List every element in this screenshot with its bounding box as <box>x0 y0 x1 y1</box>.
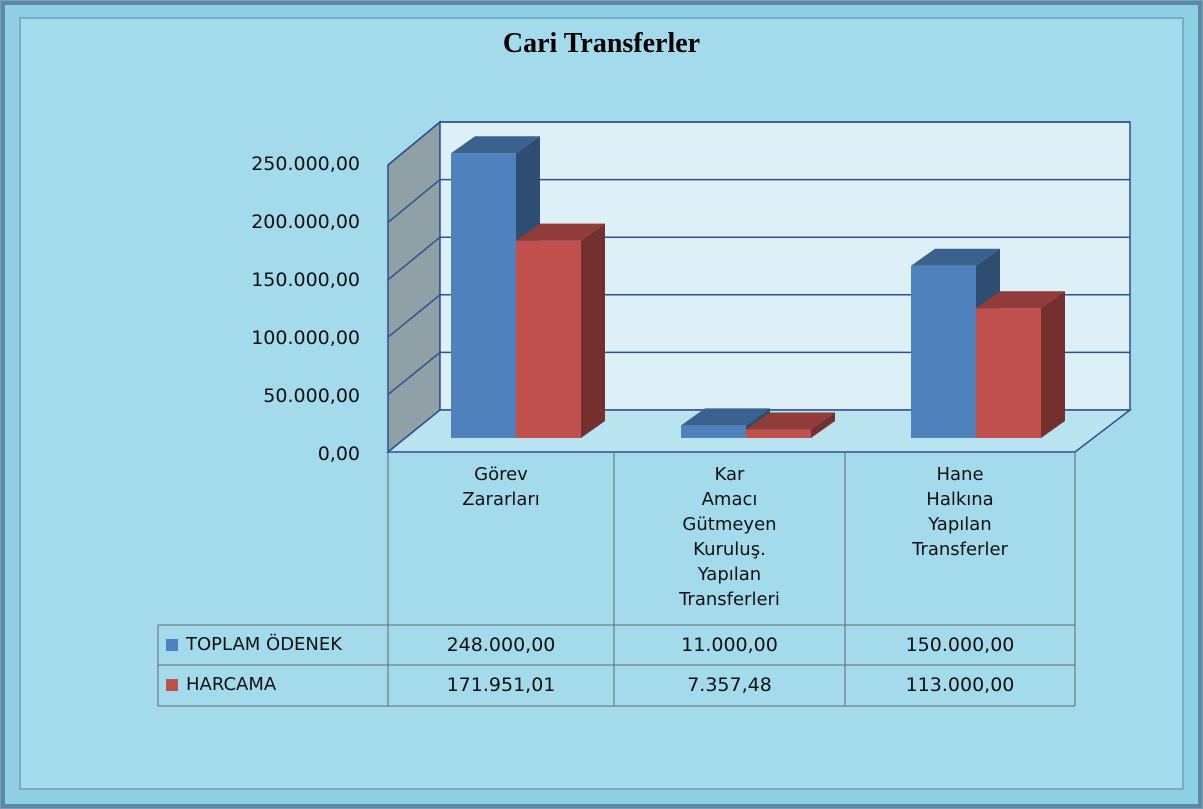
data-label: 7.357,48 <box>687 674 772 696</box>
grid-line <box>387 236 1130 281</box>
bar-side <box>581 223 605 438</box>
bar-side <box>811 412 835 438</box>
bar-top <box>516 223 605 241</box>
side-wall <box>387 120 441 454</box>
y-tick-label: 100.000,00 <box>251 327 360 349</box>
grid-line <box>387 178 1130 223</box>
chart-title: Cari Transferler <box>502 28 701 59</box>
bar-top <box>746 412 835 430</box>
bar-top <box>911 248 1000 266</box>
bar-front <box>451 153 516 438</box>
grid-line <box>387 351 1130 396</box>
bar-front <box>516 240 581 438</box>
category-label: Görev Zararları <box>462 464 540 510</box>
legend-label: HARCAMA <box>186 674 277 695</box>
data-label: 113.000,00 <box>905 674 1015 696</box>
grid-line <box>387 121 1130 166</box>
bar-front <box>911 265 976 438</box>
data-label: 11.000,00 <box>681 634 778 656</box>
bar-front <box>976 308 1041 438</box>
legend-swatch <box>166 639 178 651</box>
category-label: Kar Amacı Gütmeyen Kuruluş. Yapılan Tran… <box>679 464 780 610</box>
bar-top <box>451 136 540 154</box>
bar <box>746 412 835 438</box>
bar-front <box>746 429 811 438</box>
y-tick-label: 200.000,00 <box>251 211 360 233</box>
y-tick-label: 0,00 <box>317 443 360 465</box>
y-tick-label: 150.000,00 <box>251 269 360 291</box>
data-label: 248.000,00 <box>446 634 556 656</box>
legend-label: TOPLAM ÖDENEK <box>186 634 343 655</box>
data-label: 171.951,01 <box>446 674 556 696</box>
legend-swatch <box>166 679 178 691</box>
bar-front <box>681 425 746 438</box>
bar <box>516 223 605 438</box>
category-label: Hane Halkına Yapılan Transferler <box>912 464 1008 560</box>
grid-line <box>387 294 1130 338</box>
y-tick-label: 250.000,00 <box>251 153 360 175</box>
bar-top <box>681 408 770 426</box>
data-label: 150.000,00 <box>905 634 1015 656</box>
bar-top <box>976 291 1065 309</box>
y-tick-label: 50.000,00 <box>263 385 360 407</box>
bar-side <box>1041 291 1065 438</box>
bar <box>976 291 1065 438</box>
